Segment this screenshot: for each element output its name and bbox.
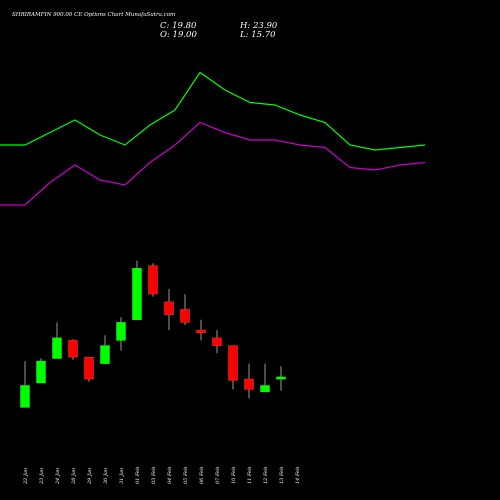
chart-title: SHRIRAMFIN 900.00 CE Options Chart Munaf… [12, 12, 175, 18]
date-tick-label: 06 Feb [199, 467, 205, 484]
date-tick-label: 10 Feb [231, 467, 237, 484]
candles-group [20, 260, 286, 408]
candle-body-down [164, 301, 174, 315]
candle-body-up [132, 268, 142, 321]
candle-22-jan [20, 361, 30, 408]
candle-24-jan [52, 322, 62, 359]
date-tick-label: 31 Jan [119, 468, 125, 484]
candle-body-up [260, 385, 270, 393]
candle-28-jan [68, 339, 78, 360]
candle-body-down [68, 340, 78, 358]
candle-body-up [100, 345, 110, 364]
candle-06-feb [196, 319, 206, 341]
date-tick-label: 12 Feb [263, 467, 269, 484]
candle-body-down [84, 356, 94, 380]
candle-body-up [52, 337, 62, 359]
candle-body-down [196, 329, 206, 333]
candle-31-jan [116, 317, 126, 351]
date-tick-label: 05 Feb [183, 467, 189, 484]
candle-body-down [180, 309, 190, 323]
lower-band-line [0, 121, 426, 206]
date-tick-label: 13 Feb [279, 467, 285, 484]
candle-07-feb [212, 330, 222, 354]
indicator-bands [0, 71, 426, 206]
upper-band-line [0, 71, 426, 151]
date-tick-label: 28 Jan [71, 468, 77, 485]
candle-body-up [276, 376, 286, 380]
candle-12-feb [260, 363, 270, 393]
candle-30-jan [100, 335, 110, 364]
date-tick-label: 07 Feb [215, 467, 221, 484]
candle-01-feb [132, 260, 142, 321]
date-tick-label: 22 Jan [23, 468, 29, 485]
candle-05-feb [180, 294, 190, 325]
date-tick-label: 29 Jan [87, 468, 93, 485]
candle-29-jan [84, 356, 94, 382]
close-value: C: 19.80 [160, 21, 197, 31]
date-tick-label: 03 Feb [151, 467, 157, 484]
date-tick-label: 01 Feb [135, 467, 141, 484]
open-value: O: 19.00 [160, 30, 197, 40]
candle-body-up [36, 360, 46, 384]
candle-04-feb [164, 288, 174, 331]
high-value: H: 23.90 [239, 21, 278, 31]
candle-body-up [116, 322, 126, 341]
date-tick-label: 11 Feb [247, 467, 253, 484]
date-tick-label: 24 Jan [55, 468, 61, 485]
candle-13-feb [276, 366, 286, 391]
date-axis: 22 Jan 23 Jan 24 Jan 28 Jan 29 Jan 30 Jan 31 J… [23, 467, 301, 485]
candle-10-feb [228, 345, 238, 390]
candle-body-down [212, 337, 222, 346]
date-tick-label: 14 Feb [295, 467, 301, 484]
low-value: L: 15.70 [239, 30, 276, 40]
date-tick-label: 30 Jan [103, 468, 109, 484]
candle-body-up [20, 385, 30, 408]
candle-03-feb [148, 263, 158, 297]
candle-23-jan [36, 358, 46, 384]
candle-11-feb [244, 363, 254, 399]
candle-body-down [228, 345, 238, 381]
candle-body-down [244, 378, 254, 390]
date-tick-label: 23 Jan [39, 468, 45, 485]
candle-body-down [148, 265, 158, 295]
date-tick-label: 04 Feb [167, 467, 173, 484]
